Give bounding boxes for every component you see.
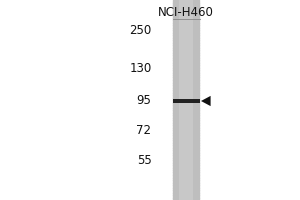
Bar [179, 0, 193, 200]
Text: NCI-H460: NCI-H460 [158, 6, 214, 20]
Text: 72: 72 [136, 124, 152, 138]
Text: 55: 55 [137, 154, 152, 168]
Text: 130: 130 [129, 62, 152, 75]
Polygon shape [201, 96, 211, 106]
Bar [172, 0, 200, 200]
Text: 250: 250 [129, 24, 152, 38]
Bar [172, 99, 200, 103]
Text: 95: 95 [136, 95, 152, 108]
